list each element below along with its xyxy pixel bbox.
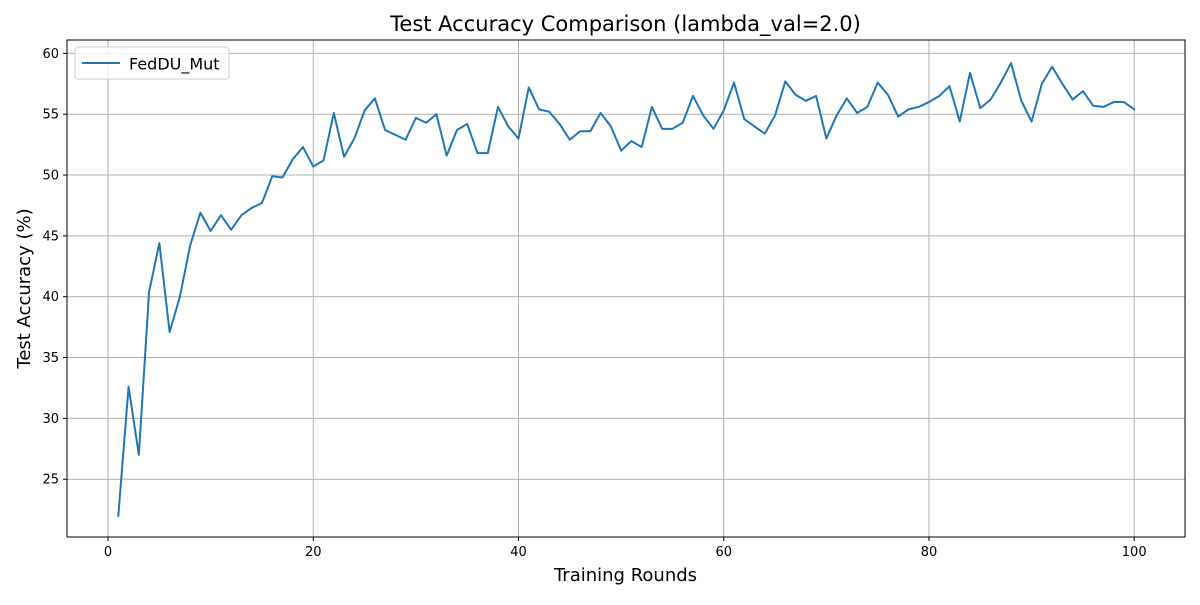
- x-tick-label: 0: [104, 545, 112, 560]
- y-tick-label: 45: [42, 229, 59, 244]
- x-axis-ticks: 0 20 40 60 80 100: [104, 537, 1147, 560]
- series-line-feddu-mut: [117, 62, 1136, 517]
- chart-title: Test Accuracy Comparison (lambda_val=2.0…: [389, 12, 861, 37]
- y-tick-label: 25: [42, 473, 59, 488]
- grid-lines: [67, 40, 1185, 537]
- legend: FedDU_Mut: [74, 46, 230, 80]
- y-axis-ticks: 25 30 35 40 45 50 55 60: [42, 47, 67, 488]
- x-tick-label: 20: [305, 545, 322, 560]
- y-axis-title: Test Accuracy (%): [14, 208, 35, 369]
- y-tick-label: 30: [42, 412, 59, 427]
- y-tick-label: 35: [42, 351, 59, 366]
- y-tick-label: 40: [42, 290, 59, 305]
- x-tick-label: 80: [921, 545, 938, 560]
- y-tick-label: 60: [42, 47, 59, 62]
- series-layer: [117, 62, 1136, 517]
- y-tick-label: 55: [42, 108, 59, 123]
- x-tick-label: 60: [715, 545, 732, 560]
- x-tick-label: 40: [510, 545, 527, 560]
- legend-box: [74, 46, 230, 80]
- plot-area-frame: [66, 39, 1186, 538]
- x-axis-title: Training Rounds: [553, 565, 697, 586]
- legend-label-feddu-mut: FedDU_Mut: [129, 55, 220, 75]
- y-tick-label: 50: [42, 169, 59, 184]
- x-tick-label: 100: [1122, 545, 1147, 560]
